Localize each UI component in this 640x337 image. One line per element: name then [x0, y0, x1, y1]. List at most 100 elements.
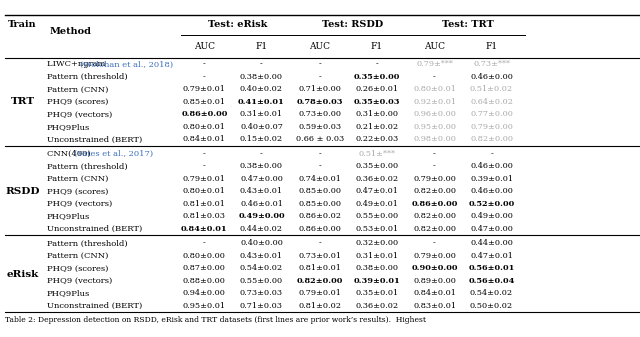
Text: 0.40±0.02: 0.40±0.02 — [240, 86, 283, 93]
Text: AUC: AUC — [309, 42, 330, 52]
Text: 0.49±0.00: 0.49±0.00 — [238, 212, 285, 220]
Text: 0.81±0.03: 0.81±0.03 — [183, 212, 226, 220]
Text: AUC: AUC — [424, 42, 445, 52]
Text: 0.56±0.01: 0.56±0.01 — [468, 265, 515, 273]
Text: 0.95±0.00: 0.95±0.00 — [413, 123, 456, 131]
Text: 0.53±0.01: 0.53±0.01 — [355, 225, 398, 233]
Text: F1: F1 — [255, 42, 268, 52]
Text: 0.85±0.00: 0.85±0.00 — [298, 187, 341, 195]
Text: 0.79±0.01: 0.79±0.01 — [183, 175, 226, 183]
Text: 0.98±0.00: 0.98±0.00 — [413, 135, 456, 144]
Text: AUC: AUC — [194, 42, 215, 52]
Text: 0.81±0.02: 0.81±0.02 — [298, 302, 341, 310]
Text: -: - — [319, 60, 321, 68]
Text: 0.35±0.00: 0.35±0.00 — [354, 73, 400, 81]
Text: -: - — [203, 73, 206, 81]
Text: Test: RSDD: Test: RSDD — [322, 20, 383, 29]
Text: 0.46±0.00: 0.46±0.00 — [470, 162, 513, 171]
Text: 0.56±0.04: 0.56±0.04 — [468, 277, 515, 285]
Text: 0.54±0.02: 0.54±0.02 — [240, 265, 283, 273]
Text: -: - — [319, 73, 321, 81]
Text: 0.82±0.00: 0.82±0.00 — [413, 187, 456, 195]
Text: 0.86±0.00: 0.86±0.00 — [412, 200, 458, 208]
Text: 0.22±0.03: 0.22±0.03 — [355, 135, 399, 144]
Text: 0.86±0.00: 0.86±0.00 — [298, 225, 341, 233]
Text: 0.40±0.07: 0.40±0.07 — [240, 123, 283, 131]
Text: TRT: TRT — [10, 97, 35, 106]
Text: -: - — [319, 150, 321, 158]
Text: 0.39±0.01: 0.39±0.01 — [353, 277, 400, 285]
Text: 0.79±0.00: 0.79±0.00 — [413, 175, 456, 183]
Text: 0.35±0.01: 0.35±0.01 — [355, 289, 398, 298]
Text: 0.55±0.00: 0.55±0.00 — [355, 212, 398, 220]
Text: 0.64±0.02: 0.64±0.02 — [470, 98, 513, 106]
Text: 0.85±0.00: 0.85±0.00 — [298, 200, 341, 208]
Text: 0.55±0.00: 0.55±0.00 — [240, 277, 283, 285]
Text: PHQ9 (vectors): PHQ9 (vectors) — [47, 200, 112, 208]
Text: 0.73±0.00: 0.73±0.00 — [298, 111, 341, 119]
Text: -: - — [319, 162, 321, 171]
Text: 0.80±0.00: 0.80±0.00 — [183, 252, 226, 260]
Text: 0.94±0.00: 0.94±0.00 — [183, 289, 226, 298]
Text: PHQ9 (scores): PHQ9 (scores) — [47, 265, 108, 273]
Text: 0.41±0.01: 0.41±0.01 — [238, 98, 285, 106]
Text: 0.38±0.00: 0.38±0.00 — [240, 162, 283, 171]
Text: 0.84±0.01: 0.84±0.01 — [413, 289, 456, 298]
Text: 0.32±0.00: 0.32±0.00 — [355, 240, 398, 247]
Text: -: - — [490, 150, 493, 158]
Text: 0.85±0.01: 0.85±0.01 — [183, 98, 226, 106]
Text: 0.43±0.01: 0.43±0.01 — [240, 252, 283, 260]
Text: -: - — [319, 240, 321, 247]
Text: 0.79±0.00: 0.79±0.00 — [470, 123, 513, 131]
Text: 0.86±0.02: 0.86±0.02 — [298, 212, 341, 220]
Text: 0.84±0.01: 0.84±0.01 — [181, 225, 228, 233]
Text: 0.77±0.00: 0.77±0.00 — [470, 111, 513, 119]
Text: 0.79±0.01: 0.79±0.01 — [298, 289, 341, 298]
Text: (Wolohan et al., 2018): (Wolohan et al., 2018) — [80, 60, 173, 68]
Text: 0.31±0.00: 0.31±0.00 — [355, 111, 398, 119]
Text: 0.36±0.02: 0.36±0.02 — [355, 302, 398, 310]
Text: 0.44±0.00: 0.44±0.00 — [470, 240, 513, 247]
Text: 0.82±0.00: 0.82±0.00 — [470, 135, 513, 144]
Text: Train: Train — [8, 20, 37, 29]
Text: 0.38±0.00: 0.38±0.00 — [355, 265, 398, 273]
Text: 0.81±0.01: 0.81±0.01 — [298, 265, 341, 273]
Text: 0.31±0.01: 0.31±0.01 — [240, 111, 283, 119]
Text: 0.44±0.02: 0.44±0.02 — [240, 225, 283, 233]
Text: 0.95±0.01: 0.95±0.01 — [183, 302, 226, 310]
Text: PHQ9 (scores): PHQ9 (scores) — [47, 187, 108, 195]
Text: 0.83±0.01: 0.83±0.01 — [413, 302, 456, 310]
Text: 0.90±0.00: 0.90±0.00 — [412, 265, 458, 273]
Text: PHQ9 (vectors): PHQ9 (vectors) — [47, 277, 112, 285]
Text: -: - — [260, 150, 263, 158]
Text: 0.96±0.00: 0.96±0.00 — [413, 111, 456, 119]
Text: 0.59±0.03: 0.59±0.03 — [298, 123, 341, 131]
Text: Pattern (threshold): Pattern (threshold) — [47, 240, 127, 247]
Text: Pattern (CNN): Pattern (CNN) — [47, 252, 108, 260]
Text: PHQ9 (vectors): PHQ9 (vectors) — [47, 111, 112, 119]
Text: 0.73±***: 0.73±*** — [473, 60, 510, 68]
Text: 0.50±0.02: 0.50±0.02 — [470, 302, 513, 310]
Text: 0.47±0.01: 0.47±0.01 — [355, 187, 398, 195]
Text: 0.36±0.02: 0.36±0.02 — [355, 175, 398, 183]
Text: -: - — [433, 240, 436, 247]
Text: 0.46±0.00: 0.46±0.00 — [470, 187, 513, 195]
Text: 0.54±0.02: 0.54±0.02 — [470, 289, 513, 298]
Text: 0.35±0.03: 0.35±0.03 — [353, 98, 400, 106]
Text: Pattern (CNN): Pattern (CNN) — [47, 86, 108, 93]
Text: 0.43±0.01: 0.43±0.01 — [240, 187, 283, 195]
Text: -: - — [203, 240, 206, 247]
Text: 0.73±0.01: 0.73±0.01 — [298, 252, 341, 260]
Text: Pattern (CNN): Pattern (CNN) — [47, 175, 108, 183]
Text: 0.51±0.02: 0.51±0.02 — [470, 86, 513, 93]
Text: 0.46±0.00: 0.46±0.00 — [470, 73, 513, 81]
Text: 0.47±0.01: 0.47±0.01 — [470, 252, 513, 260]
Text: 0.40±0.00: 0.40±0.00 — [240, 240, 283, 247]
Text: 0.49±0.00: 0.49±0.00 — [470, 212, 513, 220]
Text: Unconstrained (BERT): Unconstrained (BERT) — [47, 302, 142, 310]
Text: (Yates et al., 2017): (Yates et al., 2017) — [74, 150, 153, 158]
Text: F1: F1 — [486, 42, 498, 52]
Text: 0.39±0.01: 0.39±0.01 — [470, 175, 513, 183]
Text: 0.80±0.01: 0.80±0.01 — [183, 123, 226, 131]
Text: PHQ9Plus: PHQ9Plus — [47, 123, 90, 131]
